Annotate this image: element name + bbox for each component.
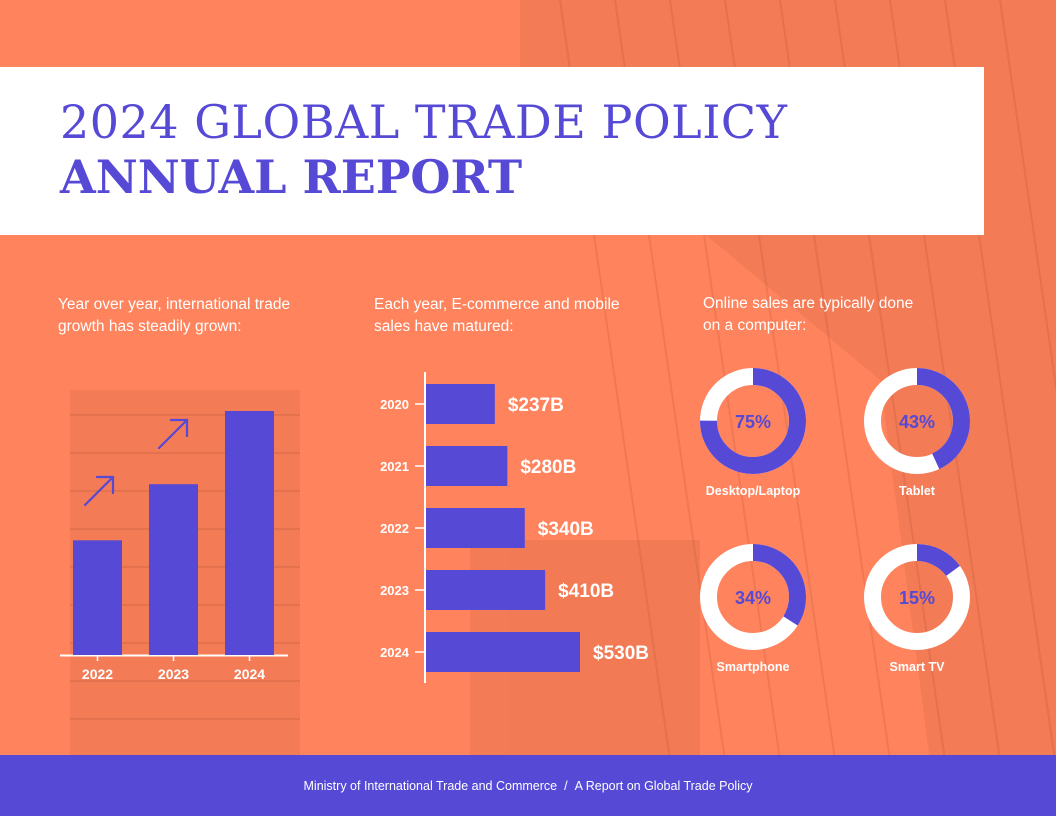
bar-2022 [426, 508, 525, 548]
footer-separator: / [564, 778, 568, 793]
arrow-head [95, 475, 115, 495]
data-label: $340B [538, 519, 594, 540]
donut-slice [864, 544, 970, 650]
ecommerce-intro-line2: sales have matured: [374, 318, 514, 335]
donut-smart-tv: 15% Smart TV [864, 544, 970, 674]
devices-intro-line1: Online sales are typically done [703, 295, 914, 312]
arrow-shaft [83, 476, 114, 507]
bar-2021 [426, 446, 508, 486]
donut-category-label: Smart TV [890, 660, 946, 674]
page-subtitle: ANNUAL REPORT [60, 150, 523, 204]
bar-2023 [426, 570, 546, 610]
y-tick-label: 2022 [380, 521, 409, 536]
data-label: $410B [558, 581, 614, 602]
donut-slice [700, 368, 806, 474]
donut-slice [700, 544, 806, 650]
devices-intro-text: Online sales are typically done on a com… [703, 293, 913, 337]
y-tick-label: 2023 [380, 583, 409, 598]
donut-category-label: Smartphone [717, 660, 790, 674]
arrow-up-right-icon [83, 475, 115, 507]
growth-intro-line1: Year over year, international trade [58, 296, 291, 313]
y-tick-label: 2020 [380, 397, 409, 412]
y-tick-label: 2024 [380, 645, 410, 660]
bar-2023 [149, 484, 198, 655]
donut-value-label: 34% [735, 588, 771, 608]
arrow-head [169, 418, 189, 438]
bar-2024 [426, 632, 580, 672]
facade-line [999, 0, 1056, 394]
donut-desktop-laptop: 75% Desktop/Laptop [700, 368, 806, 498]
donut-category-label: Desktop/Laptop [706, 484, 801, 498]
footer-report: A Report on Global Trade Policy [574, 778, 753, 793]
donut-value-label: 15% [899, 588, 935, 608]
x-tick-label: 2024 [234, 666, 265, 682]
donut-category-label: Tablet [899, 484, 936, 498]
y-tick-label: 2021 [380, 459, 409, 474]
growth-bar-chart: 2022 2023 2024 [60, 411, 288, 682]
growth-intro-text: Year over year, international trade grow… [58, 294, 290, 338]
page-title: 2024 GLOBAL TRADE POLICY [60, 95, 788, 149]
ecommerce-intro-line1: Each year, E-commerce and mobile [374, 296, 620, 313]
bar-2022 [73, 540, 122, 655]
footer-org: Ministry of International Trade and Comm… [303, 778, 558, 793]
donut-tablet: 43% Tablet [864, 368, 970, 498]
x-tick-label: 2023 [158, 666, 189, 682]
donut-value-label: 75% [735, 412, 771, 432]
donut-smartphone: 34% Smartphone [700, 544, 806, 674]
ecommerce-intro-text: Each year, E-commerce and mobile sales h… [374, 294, 620, 338]
devices-intro-line2: on a computer: [703, 317, 807, 334]
data-label: $530B [593, 643, 649, 664]
title-banner [0, 67, 984, 235]
growth-intro-line2: growth has steadily grown: [58, 318, 242, 335]
bar-2020 [426, 384, 495, 424]
donut-value-label: 43% [899, 412, 935, 432]
footer-bar: Ministry of International Trade and Comm… [0, 755, 1056, 816]
ecommerce-bar-chart: 2020 $237B 2021 $280B 2022 $340B 2023 $410B 2024… [380, 372, 649, 683]
data-label: $280B [520, 457, 576, 478]
device-donut-charts: 75% Desktop/Laptop 43% Tablet 34% Smartphone 1… [700, 368, 970, 674]
arrow-up-right-icon [157, 418, 189, 450]
bar-2024 [225, 411, 274, 655]
x-tick-label: 2022 [82, 666, 113, 682]
data-label: $237B [508, 395, 564, 416]
donut-slice [864, 368, 970, 474]
arrow-shaft [157, 419, 188, 450]
